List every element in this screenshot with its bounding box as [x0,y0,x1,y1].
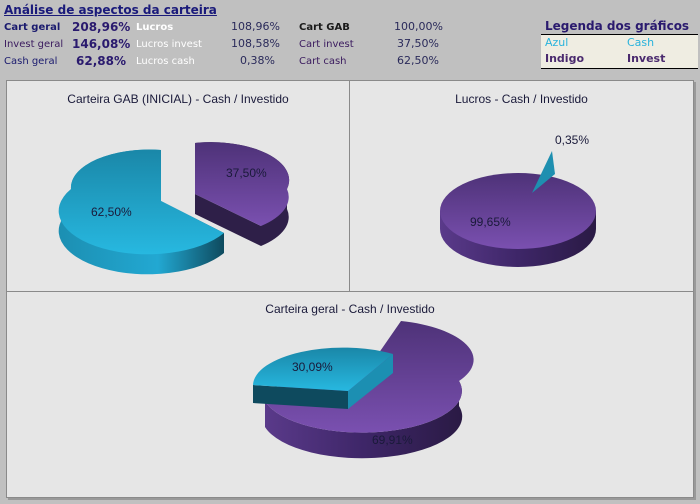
vertical-divider [349,81,350,291]
pie-label-gab-invest: 37,50% [226,166,267,180]
legend-title: Legenda dos gráficos [545,19,690,33]
pie-chart-lucros [440,151,596,267]
pie-chart-geral [253,321,474,459]
stat-value-lucros-cash: 0,38% [240,54,275,67]
pie-chart-gab [58,142,290,275]
pie-label-lucros-cash: 0,35% [555,133,590,147]
stat-value-lucros-invest: 108,58% [231,37,280,50]
legend-table: Azul Cash Indigo Invest [541,34,698,69]
stat-label-cart-cash: Cart cash [299,56,347,67]
pie-label-geral-cash: 30,09% [292,360,333,374]
chart-legend: Legenda dos gráficos Azul Cash Indigo In… [541,19,698,69]
stat-value-cart-geral: 208,96% [72,20,131,34]
legend-meaning-cash: Cash [627,36,655,49]
stat-label-cart-invest: Cart invest [299,39,354,50]
stat-label-lucros-cash: Lucros cash [136,56,195,67]
stat-label-cart-geral: Cart geral [4,22,61,33]
charts-panel: Carteira GAB (INICIAL) - Cash / Investid… [6,80,694,498]
stat-value-invest-geral: 146,08% [72,37,131,51]
legend-color-azul: Azul [545,36,569,49]
stat-label-lucros: Lucros [136,22,174,33]
stat-label-cash-geral: Cash geral [4,56,58,67]
stat-value-cart-cash: 62,50% [397,54,439,67]
stat-label-lucros-invest: Lucros invest [136,39,202,50]
pie-charts-graphics [58,142,596,459]
stat-label-invest-geral: Invest geral [4,39,64,50]
stat-value-cash-geral: 62,88% [76,54,126,68]
page-title[interactable]: Análise de aspectos da carteira [4,3,217,17]
legend-color-indigo: Indigo [545,52,584,65]
pie-label-lucros-invest: 99,65% [470,215,511,229]
chart-title-gab: Carteira GAB (INICIAL) - Cash / Investid… [67,92,289,106]
horizontal-divider [7,291,693,292]
chart-title-geral: Carteira geral - Cash / Investido [265,302,435,316]
legend-meaning-invest: Invest [627,52,666,65]
stat-value-cart-gab: 100,00% [394,20,443,33]
chart-title-lucros: Lucros - Cash / Investido [455,92,588,106]
stat-label-cart-gab: Cart GAB [299,22,350,33]
pie-label-gab-cash: 62,50% [91,205,132,219]
stat-value-lucros: 108,96% [231,20,280,33]
pie-label-geral-invest: 69,91% [372,433,413,447]
stat-value-cart-invest: 37,50% [397,37,439,50]
